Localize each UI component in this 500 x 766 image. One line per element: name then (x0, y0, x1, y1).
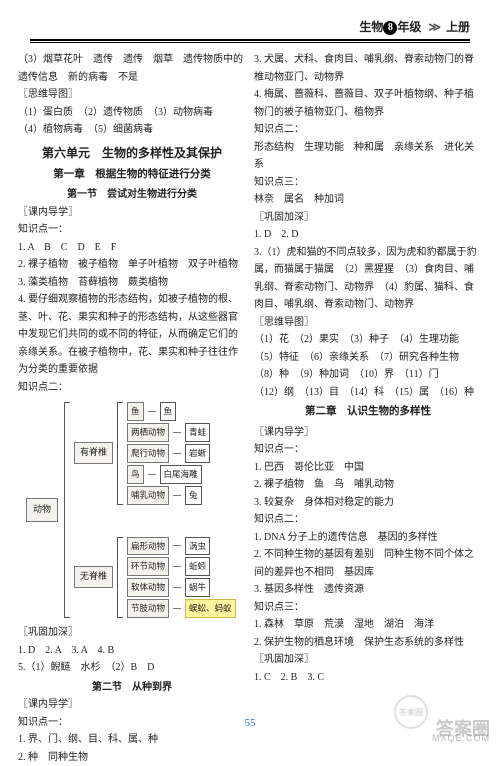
example-box: 兔 (185, 486, 202, 505)
text-line: 形态结构 生理功能 种和属 亲缘关系 进化关系 (254, 139, 482, 174)
text-line: （1）蛋白质 （2）遗传物质 （3）动物病毒 (18, 104, 246, 122)
example-box: 涡虫 (185, 537, 210, 556)
mindmap-label: 〖思维导图〗 (18, 86, 246, 104)
example-box-highlight: 蜈蚣、蚂蚁 (185, 599, 236, 618)
subject: 生物 (359, 20, 383, 34)
type-box: 扁形动物 (127, 537, 169, 556)
text-line: 2. 裸子植物 鱼 鸟 哺乳动物 (254, 476, 482, 494)
stamp-icon: 答案圈 (394, 695, 428, 729)
volume: 上册 (446, 20, 470, 34)
text-line: 3. 较复杂 身体相对稳定的能力 (254, 494, 482, 512)
text-line: 1. D 2. A 3. A 4. B (18, 642, 246, 660)
example-box: 青蛙 (185, 423, 210, 442)
text-line: 4. 要仔细观察植物的形态结构，如被子植物的根、茎、叶、花、果实和种子的形态结构… (18, 291, 246, 379)
arrows-icon: ≫ (428, 20, 439, 34)
text-line: （12）纲 （13）目 （14）科 （15）属 （16）种 (254, 384, 482, 402)
tree-root: 动物 (26, 498, 58, 522)
rule-thin (30, 42, 470, 43)
text-line: 2. 裸子植物 被子植物 单子叶植物 双子叶植物 (18, 256, 246, 274)
example-box: 白尾海雕 (160, 465, 202, 484)
text-line: （4）植物病毒 （5）细菌病毒 (18, 121, 246, 139)
knowledge-label: 知识点一： (18, 221, 246, 239)
guide-label: 〖课内导学〗 (254, 424, 482, 442)
unit-title: 第六单元 生物的多样性及其保护 (18, 143, 246, 164)
content-columns: （3）烟草花叶 遗传 遗传 烟草 遗传物质中的遗传信息 新的病毒 不是 〖思维导… (0, 51, 500, 766)
deepen-label: 〖巩固加深〗 (254, 651, 482, 669)
type-box: 鱼 (127, 402, 144, 421)
grade-suffix: 年级 (397, 20, 421, 34)
text-line: 1. 森林 草原 荒漠 湿地 湖泊 海洋 (254, 616, 482, 634)
text-line: 1. 界、门、纲、目、科、属、种 (18, 731, 246, 749)
knowledge-label: 知识点二： (18, 379, 246, 397)
text-line: 2. 保护生物的栖息环境 保护生态系统的多样性 (254, 634, 482, 652)
tree-bracket (64, 402, 70, 618)
text-line: （1）花 （2）果实 （3）种子 （4）生理功能 (254, 331, 482, 349)
text-line: 3. 藻类植物 苔藓植物 蕨类植物 (18, 274, 246, 292)
text-line: （3）烟草花叶 遗传 遗传 烟草 遗传物质中的遗传信息 新的病毒 不是 (18, 51, 246, 86)
text-line: 林奈 属名 种加词 (254, 191, 482, 209)
right-column: 3. 犬属、犬科、食肉目、哺乳纲、脊索动物门的脊椎动物亚门、动物界 4. 梅属、… (254, 51, 482, 766)
guide-label: 〖课内导学〗 (18, 696, 246, 714)
mindmap-label: 〖思维导图〗 (254, 314, 482, 332)
type-box: 环节动物 (127, 557, 169, 576)
text-line: 1. A B C D E F (18, 239, 246, 257)
text-line: 1. D 2. D (254, 226, 482, 244)
knowledge-label: 知识点一： (254, 441, 482, 459)
text-line: 2. 不同种生物的基因有差别 同种生物不同个体之间的差异也不相同 基因库 (254, 546, 482, 581)
section-title: 第一节 尝试对生物进行分类 (18, 186, 246, 204)
tree-group: 无脊椎 扁形动物涡虫 环节动物蚯蚓 软体动物蜗牛 节肢动物蜈蚣、蚂蚁 (74, 537, 236, 619)
rule-thick (30, 39, 470, 41)
text-line: 1. C 2. B 3. C (254, 669, 482, 687)
knowledge-label: 知识点三： (254, 599, 482, 617)
example-box: 岩蜥 (185, 444, 210, 463)
text-line: 3.（1）虎和猫的不同点较多，因为虎和豹都属于豹属，而猫属于猫属 （2）黑猩猩 … (254, 244, 482, 314)
type-box: 鸟 (127, 465, 144, 484)
group-box: 无脊椎 (74, 566, 113, 588)
page-number: 55 (245, 717, 256, 729)
text-line: 2. 种 同种生物 (18, 749, 246, 766)
left-column: （3）烟草花叶 遗传 遗传 烟草 遗传物质中的遗传信息 新的病毒 不是 〖思维导… (18, 51, 246, 766)
page-header: 生物8年级 ≫ 上册 (0, 0, 500, 37)
type-box: 哺乳动物 (127, 486, 169, 505)
text-line: 1. 巴西 哥伦比亚 中国 (254, 459, 482, 477)
knowledge-label: 知识点三： (254, 174, 482, 192)
deepen-label: 〖巩固加深〗 (254, 209, 482, 227)
text-line: 3. 基因多样性 遗传资源 (254, 581, 482, 599)
type-box: 爬行动物 (127, 444, 169, 463)
chapter-title: 第二章 认识生物的多样性 (254, 403, 482, 421)
tree-bracket (117, 537, 123, 619)
classification-tree: 动物 有脊椎 鱼鱼 两栖动物青蛙 爬行动物岩蜥 鸟白尾海雕 哺乳动物兔 (26, 402, 246, 618)
deepen-label: 〖巩固加深〗 (18, 624, 246, 642)
grade-circle: 8 (383, 21, 397, 35)
guide-label: 〖课内导学〗 (18, 204, 246, 222)
type-box: 软体动物 (127, 578, 169, 597)
type-box: 节肢动物 (127, 599, 169, 618)
text-line: （5）特征 （6）亲缘关系 （7）研究各种生物 (254, 349, 482, 367)
type-box: 两栖动物 (127, 423, 169, 442)
knowledge-label: 知识点二： (254, 511, 482, 529)
example-box: 蜗牛 (185, 578, 210, 597)
chapter-title: 第一章 根据生物的特征进行分类 (18, 166, 246, 184)
text-line: （8）种 （9）种加词 （10）界 （11）门 (254, 366, 482, 384)
text-line: 4. 梅属、蔷薇科、蔷薇目、双子叶植物纲、种子植物门的被子植物亚门、植物界 (254, 86, 482, 121)
watermark-url: MXQE.COM (432, 733, 490, 743)
section-title: 第二节 从种到界 (18, 679, 246, 697)
text-line: 3. 犬属、犬科、食肉目、哺乳纲、脊索动物门的脊椎动物亚门、动物界 (254, 51, 482, 86)
group-box: 有脊椎 (74, 442, 113, 464)
text-line: 5.（1）鲵鲢 水杉 （2）B D (18, 659, 246, 677)
knowledge-label: 知识点一： (18, 714, 246, 732)
tree-bracket (117, 402, 123, 504)
example-box: 鱼 (160, 402, 177, 421)
knowledge-label: 知识点二： (254, 121, 482, 139)
example-box: 蚯蚓 (185, 557, 210, 576)
text-line: 1. DNA 分子上的遗传信息 基因的多样性 (254, 529, 482, 547)
tree-group: 有脊椎 鱼鱼 两栖动物青蛙 爬行动物岩蜥 鸟白尾海雕 哺乳动物兔 (74, 402, 236, 504)
